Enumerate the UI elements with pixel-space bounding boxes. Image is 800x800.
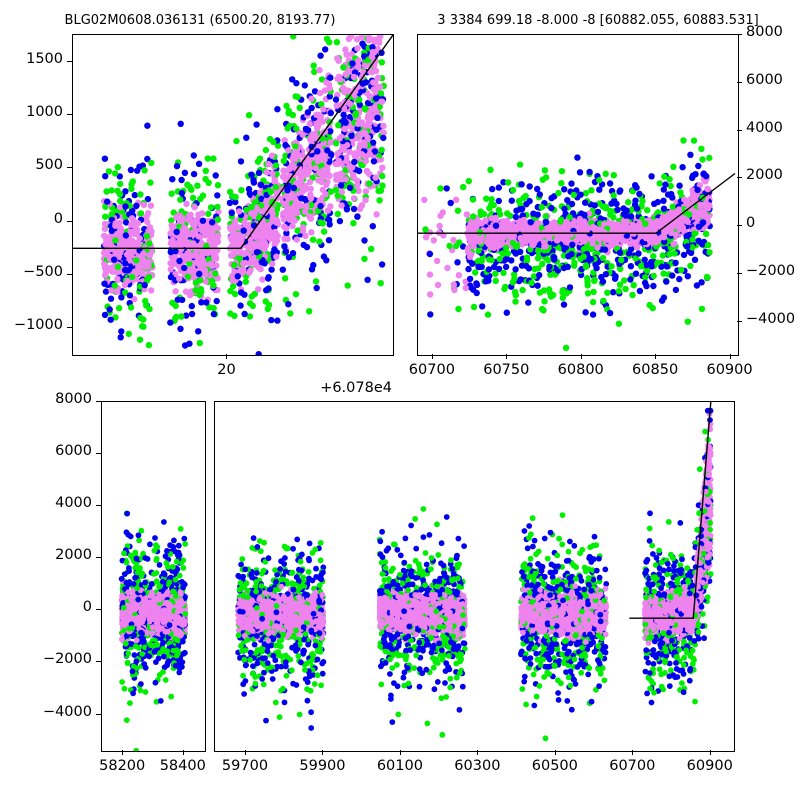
x-tick-label: 20 xyxy=(217,362,236,378)
axis-tick xyxy=(244,750,246,755)
x-tick-label: 60750 xyxy=(483,362,530,378)
axis-tick xyxy=(729,354,731,359)
axis-tick xyxy=(431,354,433,359)
axis-tick xyxy=(96,401,101,402)
x-tick-label: 60800 xyxy=(557,362,604,378)
top-right-panel xyxy=(417,34,739,356)
axis-tick xyxy=(655,354,657,359)
top-left-plot-area xyxy=(73,35,393,355)
axis-tick xyxy=(122,750,124,755)
axis-tick xyxy=(477,750,479,755)
y-tick-label: −4000 xyxy=(42,703,92,720)
y-tick-label: 500 xyxy=(35,157,63,174)
x-tick-label: 60700 xyxy=(408,362,455,378)
bottom-panel-segment-2 xyxy=(214,401,735,752)
axis-tick xyxy=(737,34,742,35)
y-tick-label: 0 xyxy=(746,215,756,232)
y-tick-label: 6000 xyxy=(55,443,92,460)
axis-tick xyxy=(67,167,72,169)
y-tick-label: −500 xyxy=(23,264,63,280)
x-tick-label: 60850 xyxy=(632,362,679,378)
y-tick-label: 2000 xyxy=(746,167,783,184)
x-tick-label: 60900 xyxy=(706,362,753,378)
axis-tick xyxy=(96,661,101,663)
axis-tick xyxy=(580,354,582,359)
axis-tick xyxy=(67,220,72,222)
y-tick-label: 1500 xyxy=(26,50,63,67)
axis-tick xyxy=(737,129,742,131)
axis-tick xyxy=(399,750,401,755)
x-tick-label: 60700 xyxy=(609,758,656,774)
axis-tick xyxy=(67,274,72,275)
top-right-panel-title: 3 3384 699.18 -8.000 -8 [60882.055, 6088… xyxy=(437,13,759,28)
x-tick-label: 60300 xyxy=(454,758,501,774)
axis-tick xyxy=(632,750,634,755)
axis-tick xyxy=(96,713,101,715)
axis-tick xyxy=(709,750,711,755)
y-tick-label: 0 xyxy=(53,210,63,227)
x-tick-label: 59700 xyxy=(221,758,269,774)
axis-tick xyxy=(67,114,72,115)
y-tick-label: 0 xyxy=(82,599,92,616)
x-tick-label: 59900 xyxy=(299,758,346,774)
axis-tick xyxy=(96,505,101,507)
bottom-segment-2-plot-area xyxy=(235,402,714,742)
bottom-segment-1-plot-area xyxy=(118,510,189,751)
axis-tick xyxy=(737,225,742,227)
axis-tick xyxy=(96,453,101,455)
axis-tick xyxy=(737,177,742,179)
y-tick-label: 8000 xyxy=(746,24,783,40)
axis-tick xyxy=(67,327,72,329)
axis-tick xyxy=(96,609,101,611)
axis-tick xyxy=(737,81,742,83)
x-tick-label: 58200 xyxy=(99,758,146,774)
y-tick-label: −2000 xyxy=(746,262,796,279)
y-tick-label: 2000 xyxy=(55,547,92,564)
axis-tick xyxy=(506,354,508,359)
top-left-panel xyxy=(72,34,394,356)
axis-tick xyxy=(96,557,101,559)
y-tick-label: 4000 xyxy=(746,119,783,136)
y-tick-label: −2000 xyxy=(42,651,92,668)
x-tick-label: 60500 xyxy=(531,758,578,774)
y-tick-label: −4000 xyxy=(746,310,796,327)
x-tick-label: 60100 xyxy=(376,758,423,774)
axis-tick xyxy=(322,750,324,755)
x-tick-label: 60900 xyxy=(686,758,733,774)
axis-tick xyxy=(737,272,742,274)
axis-tick xyxy=(67,60,72,62)
y-tick-label: 1000 xyxy=(26,104,63,120)
y-tick-label: 6000 xyxy=(746,71,783,88)
axis-tick xyxy=(554,750,556,755)
axis-tick xyxy=(182,750,184,755)
y-tick-label: 8000 xyxy=(55,391,92,407)
y-tick-label: −1000 xyxy=(13,317,63,334)
axis-tick xyxy=(737,320,742,322)
bottom-panel-segment-1 xyxy=(101,401,206,752)
axis-tick xyxy=(226,354,228,359)
y-tick-label: 4000 xyxy=(55,495,92,512)
x-tick-label: 58400 xyxy=(159,758,206,774)
x-axis-offset-text: +6.078e4 xyxy=(320,380,392,396)
top-left-panel-title: BLG02M0608.036131 (6500.20, 8193.77) xyxy=(64,13,336,28)
top-right-plot-area xyxy=(418,137,736,351)
